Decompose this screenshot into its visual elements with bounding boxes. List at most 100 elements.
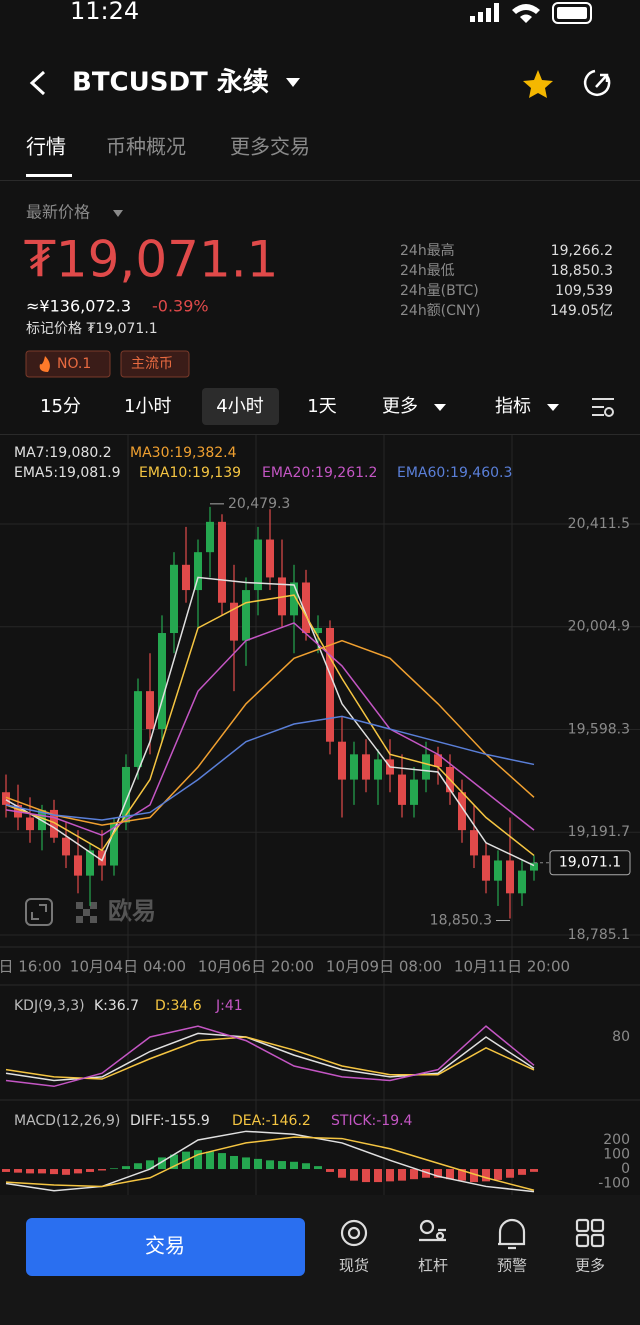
macd-stick	[50, 1169, 58, 1175]
back-button[interactable]	[29, 70, 46, 96]
fullscreen-icon[interactable]	[25, 898, 53, 926]
macd-stick	[518, 1169, 526, 1175]
tab[interactable]: 行情	[26, 135, 66, 159]
kdj-legend: J:41	[215, 998, 243, 1014]
candle-body	[290, 582, 298, 616]
kdj-legend: D:34.6	[155, 998, 202, 1014]
interval[interactable]: 15分	[40, 396, 81, 417]
candle-body	[506, 860, 514, 894]
interval[interactable]: 1天	[307, 396, 336, 417]
candle-body	[458, 792, 466, 831]
last-price-box	[549, 850, 631, 876]
ma-line	[5, 594, 535, 857]
macd-stick	[506, 1169, 514, 1178]
kdj-tick-label: 80	[612, 1029, 630, 1045]
stat-label: 24h最低	[400, 263, 455, 279]
stat-value: 109,539	[555, 283, 613, 299]
interval[interactable]: 更多	[382, 396, 418, 417]
macd-stick	[218, 1153, 226, 1170]
macd-stick	[494, 1169, 502, 1180]
macd-stick	[374, 1169, 382, 1183]
nav-item[interactable]: 预警	[497, 1257, 527, 1275]
x-tick-label: 日 16:00	[0, 958, 62, 976]
macd-tick-label: -100	[598, 1176, 630, 1192]
candle-body	[98, 850, 106, 866]
trade-button-label[interactable]: 交易	[145, 1234, 185, 1258]
y-tick-label: 20,411.5	[568, 516, 630, 532]
interval[interactable]: 指标	[495, 396, 531, 417]
symbol-title[interactable]: BTCUSDT 永续	[72, 67, 269, 98]
macd-stick	[2, 1169, 10, 1172]
interval[interactable]: 1小时	[124, 396, 171, 417]
macd-stick	[110, 1168, 118, 1170]
x-tick-label: 10月04日 04:00	[70, 958, 186, 976]
settings-icon[interactable]	[592, 398, 614, 417]
candle-body	[374, 759, 382, 780]
macd-stick	[242, 1157, 250, 1170]
macd-stick	[230, 1155, 238, 1170]
macd-legend: STICK:-19.4	[331, 1113, 413, 1129]
macd-line	[5, 1130, 535, 1193]
nav-item[interactable]: 现货	[339, 1257, 369, 1275]
candle-body	[194, 552, 202, 591]
candle-body	[122, 766, 130, 823]
y-tick-label: 20,004.9	[568, 619, 630, 635]
macd-stick	[266, 1160, 274, 1170]
macd-stick	[38, 1169, 46, 1174]
macd-stick	[98, 1169, 106, 1171]
macd-stick	[458, 1169, 466, 1181]
candle-body	[158, 633, 166, 730]
candle-body	[110, 822, 118, 866]
candle-body	[266, 539, 274, 578]
trade-button[interactable]	[26, 1218, 305, 1276]
macd-stick	[482, 1169, 490, 1182]
ma-line	[5, 622, 535, 837]
candle-body	[434, 754, 442, 767]
candle-body	[218, 521, 226, 603]
tab[interactable]: 更多交易	[230, 135, 310, 159]
candle-body	[410, 779, 418, 805]
candle-body	[182, 564, 190, 591]
stat-value: 18,850.3	[551, 263, 613, 279]
tab[interactable]: 币种概况	[106, 135, 186, 159]
interval[interactable]: 4小时	[216, 396, 263, 417]
macd-stick	[74, 1169, 82, 1174]
candle-body	[398, 774, 406, 805]
macd-tick-label: 200	[603, 1132, 630, 1148]
candle-body	[146, 691, 154, 730]
legend-entry: EMA20:19,261.2	[262, 465, 377, 481]
macd-legend: DEA:-146.2	[232, 1113, 311, 1129]
candle-body	[62, 837, 70, 856]
fire-icon	[39, 356, 50, 372]
dropdown-icon	[113, 210, 123, 217]
stat-label: 24h量(BTC)	[400, 283, 479, 299]
share-icon[interactable]	[583, 69, 611, 97]
divider	[0, 434, 640, 435]
tab-underline	[26, 174, 72, 177]
legend-entry: MA7:19,080.2	[14, 445, 112, 461]
price-label: 最新价格	[26, 203, 90, 222]
favorite-star[interactable]	[523, 70, 553, 98]
candle-body	[314, 627, 322, 634]
nav-item[interactable]: 更多	[575, 1257, 605, 1275]
dropdown-icon[interactable]	[286, 78, 300, 87]
candle-body	[26, 817, 34, 831]
candle-body	[326, 627, 334, 742]
kdj-line	[5, 1025, 535, 1088]
interval-selected	[202, 388, 279, 425]
macd-stick	[350, 1169, 358, 1181]
watermark-logo	[76, 902, 97, 923]
tag-box	[120, 350, 190, 378]
cny-price: ≈¥136,072.3	[26, 297, 131, 316]
last-price-label: 19,071.1	[559, 855, 621, 871]
y-tick-label: 19,598.3	[568, 721, 630, 737]
change-percent: -0.39%	[152, 297, 209, 316]
nav-item[interactable]: 杠杆	[418, 1257, 448, 1275]
candle-body	[206, 521, 214, 553]
stat-value: 149.05亿	[550, 303, 613, 319]
candle-body	[170, 564, 178, 634]
kdj-legend: K:36.7	[94, 998, 139, 1014]
candle-body	[470, 830, 478, 856]
macd-stick	[434, 1169, 442, 1178]
candle-body	[482, 855, 490, 881]
